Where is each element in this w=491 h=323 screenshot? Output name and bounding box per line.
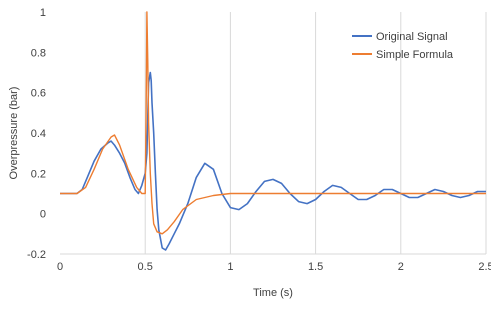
x-tick-label: 0 [57,261,63,273]
x-tick-labels: 0 0.5 1 1.5 2 2.5 [57,261,491,273]
legend-label-simple-formula: Simple Formula [376,49,454,61]
x-tick-label: 2 [398,261,404,273]
x-tick-label: 1 [227,261,233,273]
y-tick-label: 0.6 [31,88,46,100]
y-tick-label: 0.8 [31,47,46,59]
x-tick-label: 0.5 [138,261,153,273]
y-tick-label: -0.2 [27,249,46,261]
series-line-original-signal [60,71,486,251]
grid-lines [144,12,487,254]
y-tick-label: 0 [40,209,46,221]
x-tick-label: 1.5 [308,261,323,273]
y-tick-label: 0.2 [31,168,46,180]
y-tick-label: 1 [40,7,46,19]
y-tick-labels: -0.2 0 0.2 0.4 0.6 0.8 1 [27,7,46,261]
y-axis-title: Overpressure (bar) [8,87,20,180]
series-lines [60,11,486,251]
series-line-simple-formula [60,11,486,235]
legend: Original Signal Simple Formula [352,31,454,61]
y-tick-label: 0.4 [31,128,46,140]
legend-label-original-signal: Original Signal [376,31,448,43]
x-tick-label: 2.5 [478,261,491,273]
x-axis-title: Time (s) [253,287,293,299]
